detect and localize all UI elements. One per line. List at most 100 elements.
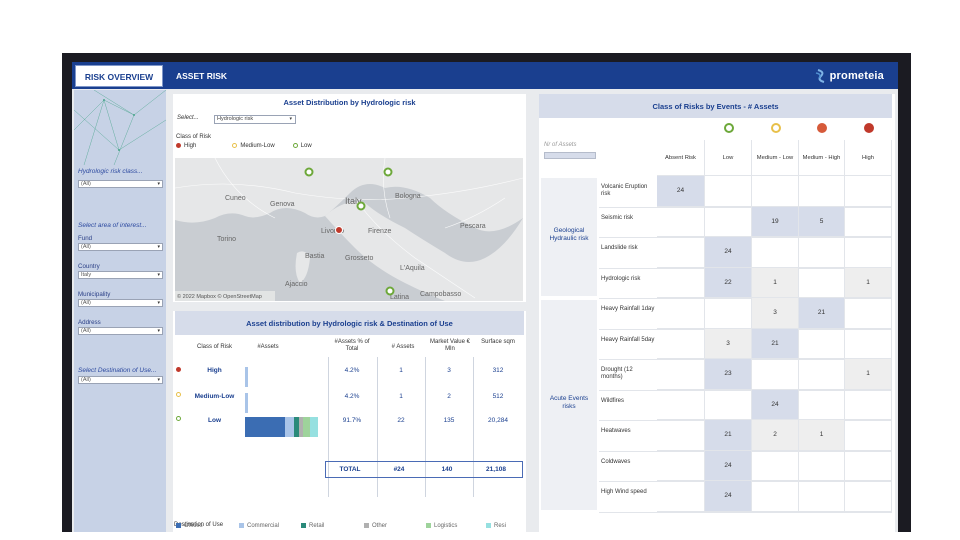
event-cell[interactable]: 24 — [657, 176, 705, 207]
event-cell[interactable] — [657, 267, 705, 298]
event-cell[interactable] — [657, 237, 705, 268]
events-title-bar — [539, 94, 892, 118]
event-row-label: Landslide risk — [601, 245, 638, 252]
event-row-label: Volcanic Eruption risk — [601, 184, 648, 198]
event-cell[interactable] — [845, 389, 892, 420]
destination-legend-item[interactable]: Resi — [486, 523, 506, 529]
event-cell[interactable] — [752, 450, 799, 481]
event-cell[interactable]: 2 — [752, 420, 799, 451]
event-cell[interactable]: 24 — [705, 450, 752, 481]
fund-select[interactable]: (All) ▾ — [78, 243, 163, 251]
assets-bar[interactable] — [245, 417, 318, 437]
tab-asset-risk[interactable]: ASSET RISK — [176, 71, 228, 81]
destination-legend-item[interactable]: Commercial — [239, 523, 279, 529]
event-cell[interactable] — [657, 389, 705, 420]
address-value: (All) — [81, 328, 91, 334]
event-cell[interactable]: 21 — [799, 298, 845, 329]
asset-map[interactable]: Cuneo Torino Genova Livorno Italy Grosse… — [175, 158, 523, 301]
map-marker-low[interactable] — [356, 201, 366, 211]
event-cell[interactable] — [845, 206, 892, 237]
distribution-title-bar — [175, 311, 524, 335]
event-cell[interactable] — [657, 298, 705, 329]
municipality-select[interactable]: (All) ▾ — [78, 299, 163, 307]
event-cell[interactable] — [845, 481, 892, 512]
address-select[interactable]: (All) ▾ — [78, 327, 163, 335]
event-cell[interactable]: 1 — [845, 267, 892, 298]
filter-sidebar: Hydrologic risk class... (All) ▾ Select a… — [74, 90, 166, 532]
destination-legend-item[interactable]: Logistics — [426, 523, 457, 529]
map-label-genova: Genova — [270, 201, 295, 208]
event-cell[interactable] — [657, 481, 705, 512]
event-cell[interactable] — [657, 450, 705, 481]
map-label-campobasso: Campobasso — [420, 291, 461, 298]
country-select[interactable]: Italy ▾ — [78, 271, 163, 279]
measure-select[interactable]: Hydrologic risk ▾ — [214, 115, 296, 124]
destination-legend-item[interactable]: Retail — [301, 523, 324, 529]
event-cell[interactable] — [705, 389, 752, 420]
event-cell[interactable] — [799, 359, 845, 390]
event-cell[interactable] — [845, 420, 892, 451]
event-cell[interactable] — [705, 176, 752, 207]
event-cell[interactable]: 24 — [752, 389, 799, 420]
event-cell[interactable] — [799, 237, 845, 268]
event-cell[interactable]: 24 — [705, 237, 752, 268]
event-cell[interactable] — [799, 481, 845, 512]
map-label-cuneo: Cuneo — [225, 195, 246, 202]
brand-logo: prometeia — [815, 66, 884, 86]
assets-bar-segment — [309, 417, 318, 437]
tab-risk-overview[interactable]: RISK OVERVIEW — [75, 65, 163, 87]
event-cell[interactable] — [799, 328, 845, 359]
events-column-header: Absent Risk — [657, 140, 705, 176]
event-cell[interactable] — [799, 267, 845, 298]
event-cell[interactable] — [705, 206, 752, 237]
event-cell[interactable]: 1 — [752, 267, 799, 298]
event-cell[interactable] — [845, 298, 892, 329]
event-cell[interactable]: 3 — [705, 328, 752, 359]
destination-legend-item[interactable]: Other — [364, 523, 387, 529]
map-marker-low[interactable] — [304, 167, 314, 177]
hydro-class-select[interactable]: (All) ▾ — [78, 180, 163, 188]
event-cell[interactable] — [799, 176, 845, 207]
total-row: TOTAL #24 140 21,108 — [325, 461, 523, 478]
event-cell[interactable] — [657, 420, 705, 451]
event-cell[interactable]: 22 — [705, 267, 752, 298]
event-row-label: Wildfires — [601, 397, 625, 404]
map-canvas: Cuneo Torino Genova Livorno Italy Grosse… — [175, 158, 523, 301]
map-marker-high[interactable] — [335, 226, 343, 234]
event-cell[interactable] — [657, 359, 705, 390]
municipality-value: (All) — [81, 300, 91, 306]
event-cell[interactable] — [705, 298, 752, 329]
event-cell[interactable] — [845, 328, 892, 359]
map-label-laquila: L'Aquila — [400, 265, 425, 272]
event-cell[interactable] — [799, 450, 845, 481]
event-cell[interactable]: 19 — [752, 206, 799, 237]
event-cell[interactable] — [752, 359, 799, 390]
municipality-label: Municipality — [78, 291, 111, 298]
event-cell[interactable] — [799, 389, 845, 420]
event-cell[interactable]: 1 — [799, 420, 845, 451]
map-marker-low[interactable] — [383, 167, 393, 177]
assets-bar[interactable] — [245, 393, 248, 413]
area-of-interest-label: Select area of interest... — [78, 222, 147, 229]
destination-legend-item[interactable]: Offices — [176, 523, 203, 529]
destination-of-use-select[interactable]: (All) ▾ — [78, 376, 163, 384]
event-cell[interactable]: 1 — [845, 359, 892, 390]
event-cell[interactable]: 23 — [705, 359, 752, 390]
event-cell[interactable]: 21 — [705, 420, 752, 451]
map-marker-low[interactable] — [385, 286, 395, 296]
event-cell[interactable] — [657, 206, 705, 237]
assets-bar-chart — [239, 359, 327, 449]
event-cell[interactable] — [752, 176, 799, 207]
event-cell[interactable]: 5 — [799, 206, 845, 237]
event-cell[interactable] — [845, 450, 892, 481]
assets-bar[interactable] — [245, 367, 248, 387]
event-cell[interactable] — [845, 237, 892, 268]
event-cell[interactable] — [752, 237, 799, 268]
chevron-down-icon: ▾ — [157, 272, 160, 278]
event-cell[interactable] — [657, 328, 705, 359]
event-cell[interactable]: 3 — [752, 298, 799, 329]
event-cell[interactable]: 24 — [705, 481, 752, 512]
event-cell[interactable] — [845, 176, 892, 207]
event-cell[interactable] — [752, 481, 799, 512]
event-cell[interactable]: 21 — [752, 328, 799, 359]
